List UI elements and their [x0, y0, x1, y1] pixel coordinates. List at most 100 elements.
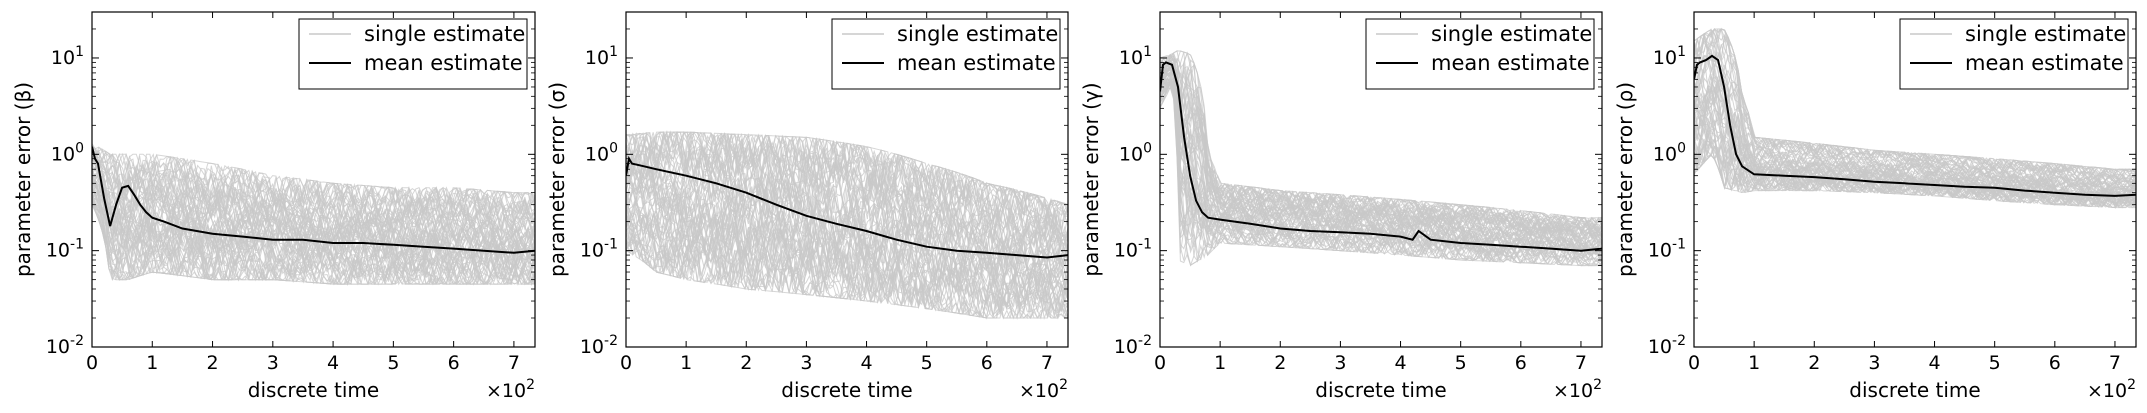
single-estimate-line — [1160, 54, 1602, 232]
single-estimate-line — [92, 191, 535, 286]
y-axis-label: parameter error (ρ) — [1613, 82, 1637, 277]
x-axis-multiplier: ×102 — [1019, 377, 1068, 402]
single-estimate-line — [626, 167, 1068, 278]
single-estimate-line — [626, 145, 1068, 262]
single-estimate-line — [626, 130, 1068, 244]
single-estimate-line — [626, 222, 1068, 319]
single-estimate-line — [1694, 28, 2136, 179]
chart-panel-4: 0 1 2 3 4 5 6 7 10-2 10-1 100 101 discrete time param… — [1613, 11, 2137, 402]
y-tick-label: 10-2 — [1648, 333, 1686, 358]
y-tick-label: 101 — [1119, 44, 1152, 69]
x-tick-label: 3 — [800, 352, 812, 374]
x-tick-label: 3 — [1868, 352, 1880, 374]
single-estimate-line — [626, 206, 1068, 310]
x-tick-label: 2 — [1808, 352, 1820, 374]
single-estimate-line — [626, 181, 1068, 291]
legend-entry: mean estimate — [897, 51, 1056, 75]
x-tick-label: 1 — [680, 352, 692, 374]
single-estimate-line — [626, 197, 1068, 309]
chart-panel-1: 0 1 2 3 4 5 6 7 10-2 10-1 100 101 discrete time param… — [11, 11, 536, 402]
single-estimate-line — [92, 146, 535, 223]
x-tick-label: 2 — [740, 352, 752, 374]
axes-frame — [1159, 11, 1603, 348]
legend: single estimate mean estimate — [298, 18, 528, 90]
y-tick-label: 10-1 — [1114, 237, 1152, 262]
x-tick-label: 1 — [1748, 352, 1760, 374]
single-estimate-line — [626, 131, 1068, 227]
y-axis-label: parameter error (σ) — [545, 82, 569, 277]
x-tick-label: 5 — [921, 352, 933, 374]
y-tick-label: 10-1 — [46, 237, 84, 262]
single-estimate-line — [626, 131, 1068, 218]
y-tick-label: 10-2 — [1114, 333, 1152, 358]
single-estimate-line — [1160, 59, 1602, 240]
x-tick-label: 6 — [1515, 352, 1527, 374]
single-estimate-line — [92, 188, 535, 277]
x-tick-label: 4 — [1394, 352, 1406, 374]
single-estimate-line — [626, 227, 1068, 320]
legend-box — [1899, 18, 2129, 90]
single-estimate-line — [92, 153, 535, 228]
single-estimate-line — [92, 181, 535, 271]
x-axis-multiplier: ×102 — [486, 377, 535, 402]
plot-area — [1160, 50, 1602, 267]
x-tick-label: 3 — [1334, 352, 1346, 374]
x-axis-label: discrete time — [248, 378, 379, 402]
single-estimate-line — [1160, 64, 1602, 244]
single-estimate-line — [626, 202, 1068, 290]
x-tick-label: 4 — [1928, 352, 1940, 374]
x-axis-multiplier: ×102 — [2087, 377, 2136, 402]
x-tick-label: 0 — [86, 352, 98, 374]
single-estimate-line — [1160, 80, 1602, 267]
x-tick-label: 1 — [1214, 352, 1226, 374]
x-tick-label: 6 — [448, 352, 460, 374]
single-estimate-line — [92, 180, 535, 282]
x-tick-label: 0 — [620, 352, 632, 374]
x-tick-label: 2 — [206, 352, 218, 374]
x-axis-label: discrete time — [781, 378, 912, 402]
legend-entry: single estimate — [1431, 22, 1592, 46]
x-tick-label: 3 — [267, 352, 279, 374]
single-estimate-line — [92, 176, 535, 256]
x-tick-label: 6 — [981, 352, 993, 374]
legend-entry: mean estimate — [364, 51, 523, 75]
single-estimate-line — [92, 204, 535, 286]
legend: single estimate mean estimate — [1365, 18, 1595, 90]
single-estimate-line — [1160, 81, 1602, 267]
single-estimate-line — [1160, 72, 1602, 252]
x-tick-label: 7 — [1575, 352, 1587, 374]
y-tick-label: 10-2 — [580, 333, 618, 358]
mean-estimate-line — [1160, 61, 1602, 252]
single-estimate-line — [1694, 138, 2136, 207]
x-tick-label: 7 — [1041, 352, 1053, 374]
single-estimate-line — [92, 176, 535, 265]
legend-entry: single estimate — [897, 22, 1058, 46]
x-tick-label: 5 — [387, 352, 399, 374]
legend: single estimate mean estimate — [1899, 18, 2129, 90]
legend-box — [831, 18, 1061, 90]
y-tick-label: 10-2 — [46, 333, 84, 358]
axes-frame — [625, 11, 1069, 348]
single-estimate-line — [92, 157, 535, 242]
x-tick-label: 4 — [860, 352, 872, 374]
single-estimate-line — [626, 212, 1068, 320]
y-tick-label: 101 — [51, 44, 84, 69]
chart-panel-2: 0 1 2 3 4 5 6 7 10-2 10-1 100 101 discrete time param… — [545, 11, 1069, 402]
y-tick-label: 100 — [585, 140, 618, 165]
axes-frame — [1693, 11, 2137, 348]
single-estimate-line — [92, 147, 535, 232]
single-estimate-line — [92, 178, 535, 281]
chart-panel-3: 0 1 2 3 4 5 6 7 10-2 10-1 100 101 discrete time param… — [1079, 11, 1603, 402]
x-tick-label: 7 — [2109, 352, 2121, 374]
legend-entry: mean estimate — [1965, 51, 2124, 75]
single-estimate-line — [1694, 34, 2136, 183]
legend-entry: mean estimate — [1431, 51, 1590, 75]
single-estimate-line — [626, 132, 1068, 247]
x-tick-label: 2 — [1274, 352, 1286, 374]
x-tick-label: 5 — [1989, 352, 2001, 374]
single-estimate-line — [1160, 71, 1602, 263]
x-tick-label: 5 — [1455, 352, 1467, 374]
x-tick-label: 0 — [1154, 352, 1166, 374]
x-tick-label: 7 — [508, 352, 520, 374]
